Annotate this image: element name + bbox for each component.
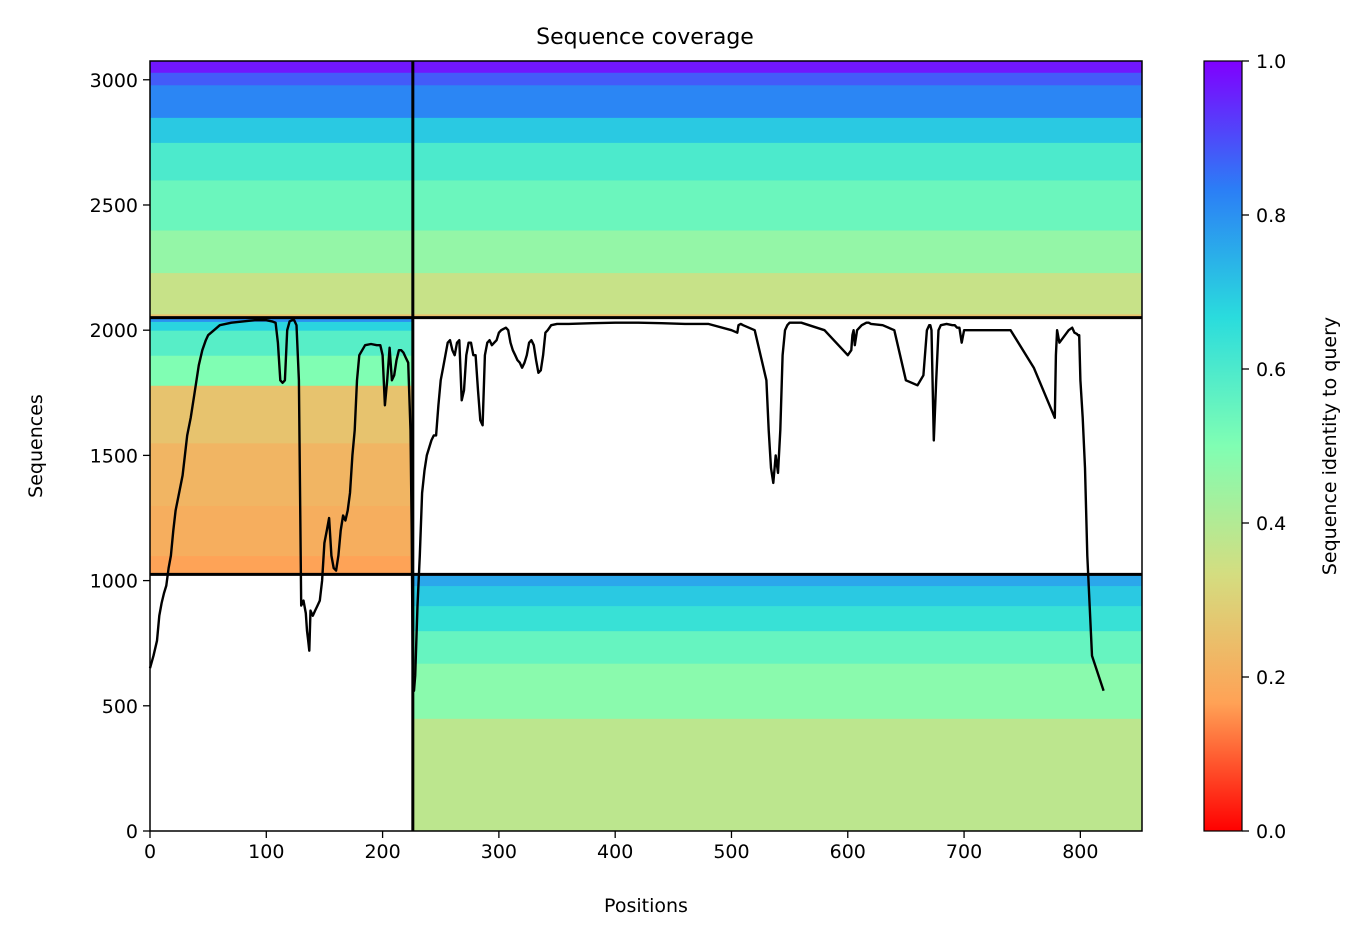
identity-band xyxy=(150,117,1142,143)
identity-band xyxy=(150,313,1142,319)
y-axis: 0 500 1000 1500 2000 2500 3000 xyxy=(90,70,150,843)
y-tick-label: 1500 xyxy=(90,445,138,467)
y-tick-label: 1000 xyxy=(90,571,138,593)
colorbar-tick-label: 0.2 xyxy=(1256,667,1286,689)
identity-band xyxy=(150,230,1142,274)
identity-band xyxy=(412,605,1143,632)
identity-band xyxy=(412,718,1143,832)
y-tick-label: 2000 xyxy=(90,320,138,342)
identity-band xyxy=(150,142,1142,181)
chart-title: Sequence coverage xyxy=(536,25,754,50)
y-tick-label: 2500 xyxy=(90,195,138,217)
colorbar-tick-label: 0.8 xyxy=(1256,205,1286,227)
x-tick-label: 200 xyxy=(364,841,400,863)
plot-area xyxy=(148,60,1143,832)
identity-band xyxy=(150,330,413,356)
x-tick-label: 700 xyxy=(946,841,982,863)
heatmap-block-chain-A-only xyxy=(150,317,413,575)
heatmap-block-chain-B-only xyxy=(412,574,1143,832)
identity-band xyxy=(150,179,1142,231)
coverage-line xyxy=(148,319,1105,692)
x-tick-label: 400 xyxy=(597,841,633,863)
colorbar-tick-label: 0.0 xyxy=(1256,821,1286,843)
segment-divider-lines xyxy=(150,61,1142,831)
coverage-line-layer xyxy=(148,319,1105,692)
heatmap-block-paired xyxy=(150,61,1142,319)
y-tick-label: 0 xyxy=(126,821,138,843)
identity-band xyxy=(150,321,413,331)
colorbar-label: Sequence identity to query xyxy=(1319,317,1341,575)
x-tick-label: 600 xyxy=(830,841,866,863)
colorbar-tick-label: 0.6 xyxy=(1256,359,1286,381)
y-tick-label: 500 xyxy=(102,696,138,718)
identity-band xyxy=(412,630,1143,664)
colorbar: 0.0 0.2 0.4 0.6 0.8 1.0 Sequence identity to … xyxy=(1203,51,1341,843)
y-axis-label: Sequences xyxy=(25,394,47,498)
x-tick-label: 500 xyxy=(713,841,749,863)
identity-band xyxy=(150,317,413,322)
x-axis-label: Positions xyxy=(604,895,688,917)
identity-band xyxy=(150,272,1142,315)
identity-band xyxy=(412,574,1143,587)
x-tick-label: 800 xyxy=(1062,841,1098,863)
plot-frame xyxy=(149,60,1143,832)
x-tick-label: 100 xyxy=(248,841,284,863)
identity-band xyxy=(150,72,1142,86)
identity-band xyxy=(150,442,413,506)
y-tick-label: 3000 xyxy=(90,70,138,92)
identity-band xyxy=(150,385,413,444)
colorbar-tick-label: 0.4 xyxy=(1256,513,1286,535)
colorbar-ticks: 0.0 0.2 0.4 0.6 0.8 1.0 xyxy=(1242,51,1286,843)
colorbar-gradient xyxy=(1203,60,1243,832)
x-tick-label: 0 xyxy=(144,841,156,863)
identity-band xyxy=(412,663,1143,719)
x-tick-label: 300 xyxy=(481,841,517,863)
identity-band xyxy=(412,585,1143,607)
identity-band xyxy=(150,84,1142,118)
identity-band xyxy=(150,505,413,557)
x-axis: 0 100 200 300 400 500 600 700 800 xyxy=(144,831,1098,863)
colorbar-tick-label: 1.0 xyxy=(1256,51,1286,73)
identity-band xyxy=(150,61,1142,73)
identity-band xyxy=(150,555,413,575)
